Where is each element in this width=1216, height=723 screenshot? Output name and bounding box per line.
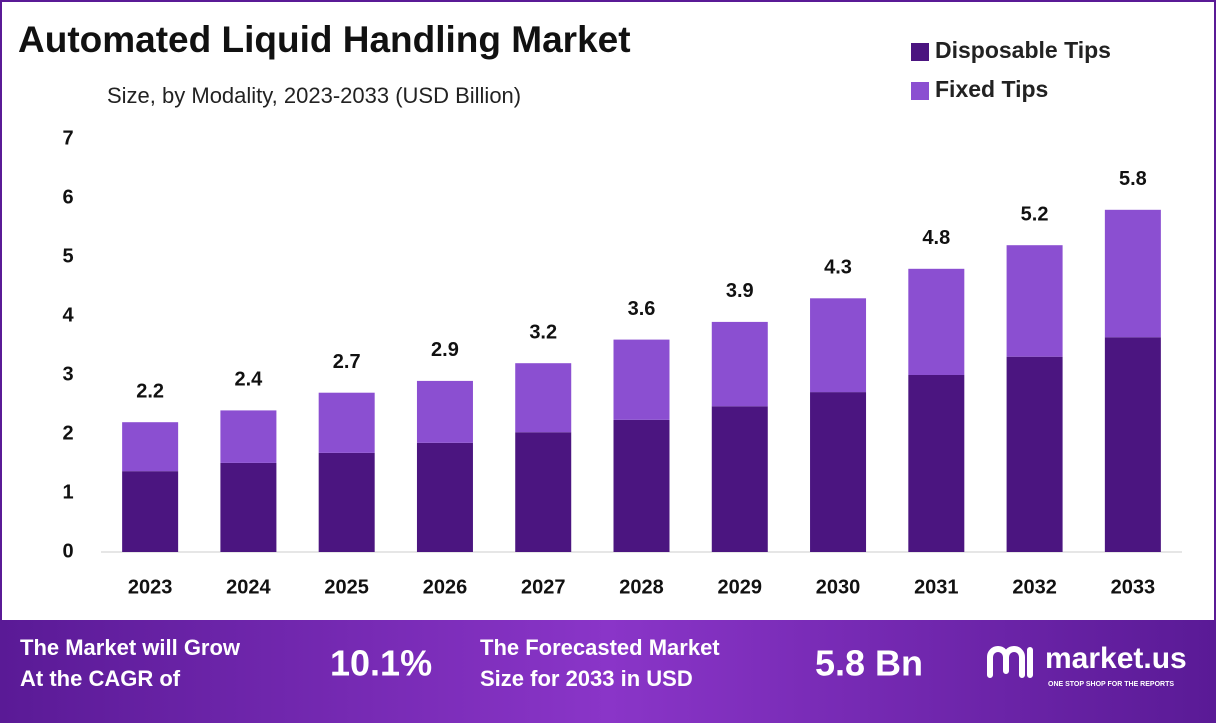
bar-segment xyxy=(810,298,867,393)
bar-segment xyxy=(515,363,572,433)
bar-segment xyxy=(1104,337,1161,552)
x-tick-label: 2029 xyxy=(718,576,763,598)
bar-segment xyxy=(515,432,572,552)
bar-segment xyxy=(613,419,670,552)
total-label: 4.8 xyxy=(922,227,950,249)
x-tick-label: 2033 xyxy=(1111,576,1156,598)
bar-segment xyxy=(1006,245,1063,357)
bar-segment xyxy=(220,462,277,552)
footer-text: At the CAGR of xyxy=(20,666,181,691)
footer: The Market will Grow At the CAGR of 10.1… xyxy=(20,635,1187,691)
y-tick-label: 1 xyxy=(62,481,73,503)
total-label: 3.6 xyxy=(628,298,656,320)
bar-segment xyxy=(908,375,965,552)
bar-segment xyxy=(318,452,375,552)
y-tick-label: 3 xyxy=(62,363,73,385)
y-tick-label: 0 xyxy=(62,540,73,562)
bar-segment xyxy=(416,442,473,552)
x-tick-label: 2030 xyxy=(816,576,861,598)
bar-segment xyxy=(318,392,375,453)
x-tick-label: 2027 xyxy=(521,576,566,598)
x-tick-label: 2031 xyxy=(914,576,959,598)
y-tick-label: 6 xyxy=(62,186,73,208)
brand: market.us xyxy=(1045,642,1187,675)
x-tick-label: 2023 xyxy=(128,576,173,598)
bar-segment xyxy=(416,380,473,443)
total-label: 2.4 xyxy=(235,369,264,391)
logo xyxy=(987,646,1033,678)
bar-segment xyxy=(613,339,670,420)
total-label: 2.2 xyxy=(136,380,164,402)
bar-segment xyxy=(122,471,179,552)
footer-value: 10.1% xyxy=(330,643,432,684)
total-label: 2.7 xyxy=(333,351,361,373)
total-label: 5.8 xyxy=(1119,168,1147,190)
legend-swatch xyxy=(911,43,929,61)
bar-segment xyxy=(908,268,965,375)
chart-title: Automated Liquid Handling Market xyxy=(18,19,631,60)
total-label: 4.3 xyxy=(824,257,852,279)
footer-text: The Forecasted Market xyxy=(480,635,720,660)
footer-value: 5.8 Bn xyxy=(815,643,923,684)
tagline: ONE STOP SHOP FOR THE REPORTS xyxy=(1048,681,1174,688)
bar-segment xyxy=(711,321,768,407)
legend-swatch xyxy=(911,82,929,100)
footer-band xyxy=(0,620,1216,723)
x-tick-label: 2028 xyxy=(619,576,664,598)
bar-segment xyxy=(220,410,277,463)
x-tick-label: 2032 xyxy=(1012,576,1057,598)
bar-segment xyxy=(1104,209,1161,338)
y-tick-label: 7 xyxy=(62,127,73,149)
y-tick-label: 5 xyxy=(62,245,73,267)
footer-text: The Market will Grow xyxy=(20,635,241,660)
bar-segment xyxy=(1006,356,1063,552)
bar-segment xyxy=(810,392,867,552)
bar-segment xyxy=(122,422,179,472)
bar-segment xyxy=(711,406,768,552)
y-tick-label: 2 xyxy=(62,422,73,444)
chart-subtitle: Size, by Modality, 2023-2033 (USD Billio… xyxy=(107,83,521,108)
total-label: 3.2 xyxy=(529,321,557,343)
legend-label: Disposable Tips xyxy=(935,37,1111,63)
total-label: 2.9 xyxy=(431,339,459,361)
y-tick-label: 4 xyxy=(62,304,74,326)
x-tick-label: 2026 xyxy=(423,576,468,598)
x-tick-label: 2025 xyxy=(324,576,369,598)
total-label: 3.9 xyxy=(726,280,754,302)
x-tick-label: 2024 xyxy=(226,576,271,598)
total-label: 5.2 xyxy=(1021,203,1049,225)
footer-text: Size for 2033 in USD xyxy=(480,666,693,691)
legend-label: Fixed Tips xyxy=(935,76,1048,102)
